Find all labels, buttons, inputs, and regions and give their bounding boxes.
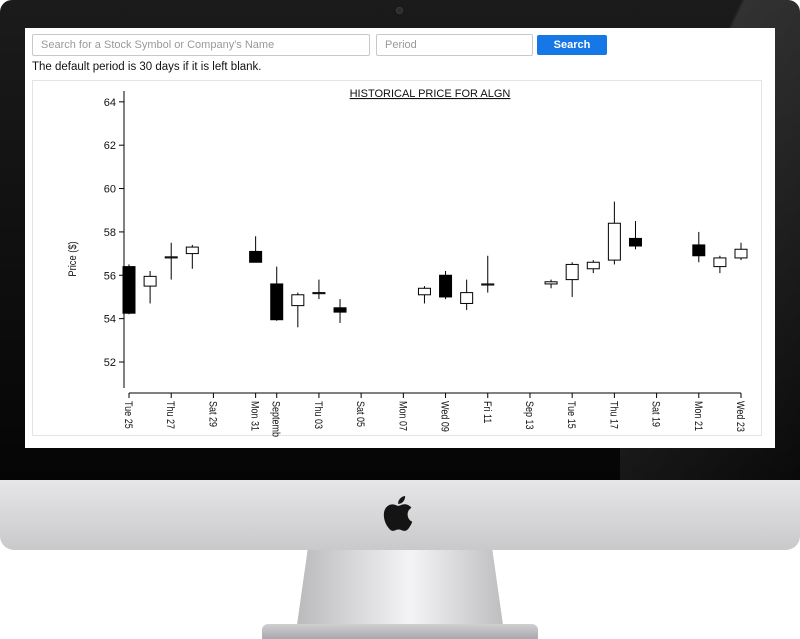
x-tick-label: Tue 25: [122, 401, 134, 429]
x-tick-label: September: [269, 401, 281, 437]
candle-body: [586, 261, 600, 270]
candle: [164, 242, 178, 280]
candle: [333, 299, 347, 323]
candle: [143, 270, 157, 304]
default-period-hint: The default period is 30 days if it is l…: [32, 61, 262, 73]
monitor-stand-foot: [262, 624, 538, 639]
candles: [122, 201, 748, 328]
candle-body: [333, 307, 347, 313]
candle-body: [439, 274, 453, 298]
x-tick-label: Thu 17: [607, 401, 619, 429]
chart-container: 52 54 56 58 60 62 64 Tue 25 Thu 27 Sat 29 Mon 31 S…: [32, 80, 762, 437]
candle-body: [143, 275, 157, 287]
candle-body: [628, 237, 642, 247]
x-tick-label: Sat 05: [354, 401, 366, 427]
candle: [460, 279, 474, 310]
search-button[interactable]: Search: [537, 35, 607, 55]
y-tick-label: 62: [104, 140, 116, 152]
candle: [544, 279, 558, 289]
candle: [249, 236, 263, 263]
x-tick-label: Sat 19: [649, 401, 661, 427]
x-tick-label: Tue 15: [565, 401, 577, 429]
candle-body: [481, 283, 495, 286]
candle: [607, 201, 621, 265]
y-tick-label: 56: [104, 270, 116, 282]
candle-body: [122, 266, 136, 314]
candle: [270, 266, 284, 321]
candle: [586, 260, 600, 274]
x-tick-label: Fri 11: [480, 401, 492, 424]
browser-screen: Search for a Stock Symbol or Company's N…: [25, 28, 775, 448]
candle-body: [565, 263, 579, 281]
candlestick-chart: 52 54 56 58 60 62 64 Tue 25 Thu 27 Sat 29 Mon 31 S…: [67, 88, 748, 437]
candle-body: [312, 292, 326, 295]
apple-logo-icon: [383, 496, 413, 531]
candle-body: [692, 244, 706, 257]
candle: [692, 231, 706, 263]
x-axis: Tue 25 Thu 27 Sat 29 Mon 31 September Thu 03 S…: [122, 392, 746, 437]
x-tick-label: Wed 23: [734, 401, 746, 432]
candle-body: [460, 292, 474, 304]
candle: [565, 262, 579, 297]
candle: [185, 244, 199, 269]
x-tick-label: Sep 13: [523, 401, 535, 430]
candle: [628, 221, 642, 250]
candle: [417, 286, 431, 304]
candle: [122, 264, 136, 315]
y-axis: 52 54 56 58 60 62 64: [104, 91, 125, 388]
x-tick-label: Thu 03: [312, 401, 324, 429]
candle-body: [164, 256, 178, 259]
chart-title: HISTORICAL PRICE FOR ALGN: [350, 88, 511, 100]
candle-body: [249, 250, 263, 263]
candle-body: [713, 257, 727, 268]
x-tick-label: Thu 27: [164, 401, 176, 429]
candle: [713, 255, 727, 274]
candle-body: [607, 222, 621, 261]
y-tick-label: 64: [104, 97, 116, 109]
candle-body: [270, 283, 284, 321]
x-tick-label: Wed 09: [438, 401, 450, 432]
candle-body: [291, 294, 305, 307]
y-tick-label: 52: [104, 357, 116, 369]
x-tick-label: Mon 07: [396, 401, 408, 431]
candle: [291, 292, 305, 328]
candle-body: [734, 248, 748, 259]
candle: [734, 242, 748, 261]
candle-body: [544, 281, 558, 285]
x-tick-label: Mon 21: [692, 401, 704, 431]
candle: [312, 279, 326, 300]
x-tick-label: Sat 29: [206, 401, 218, 427]
x-tick-label: Mon 31: [248, 401, 260, 431]
y-tick-label: 60: [104, 184, 116, 196]
camera-icon: [396, 7, 403, 14]
candle-body: [185, 246, 199, 255]
y-axis-label: Price ($): [67, 241, 79, 276]
y-tick-label: 54: [104, 314, 116, 326]
search-input[interactable]: Search for a Stock Symbol or Company's N…: [32, 34, 370, 56]
period-input[interactable]: Period: [376, 34, 533, 56]
candle: [439, 270, 453, 300]
candle: [481, 255, 495, 293]
candle-body: [417, 287, 431, 296]
y-tick-label: 58: [104, 227, 116, 239]
